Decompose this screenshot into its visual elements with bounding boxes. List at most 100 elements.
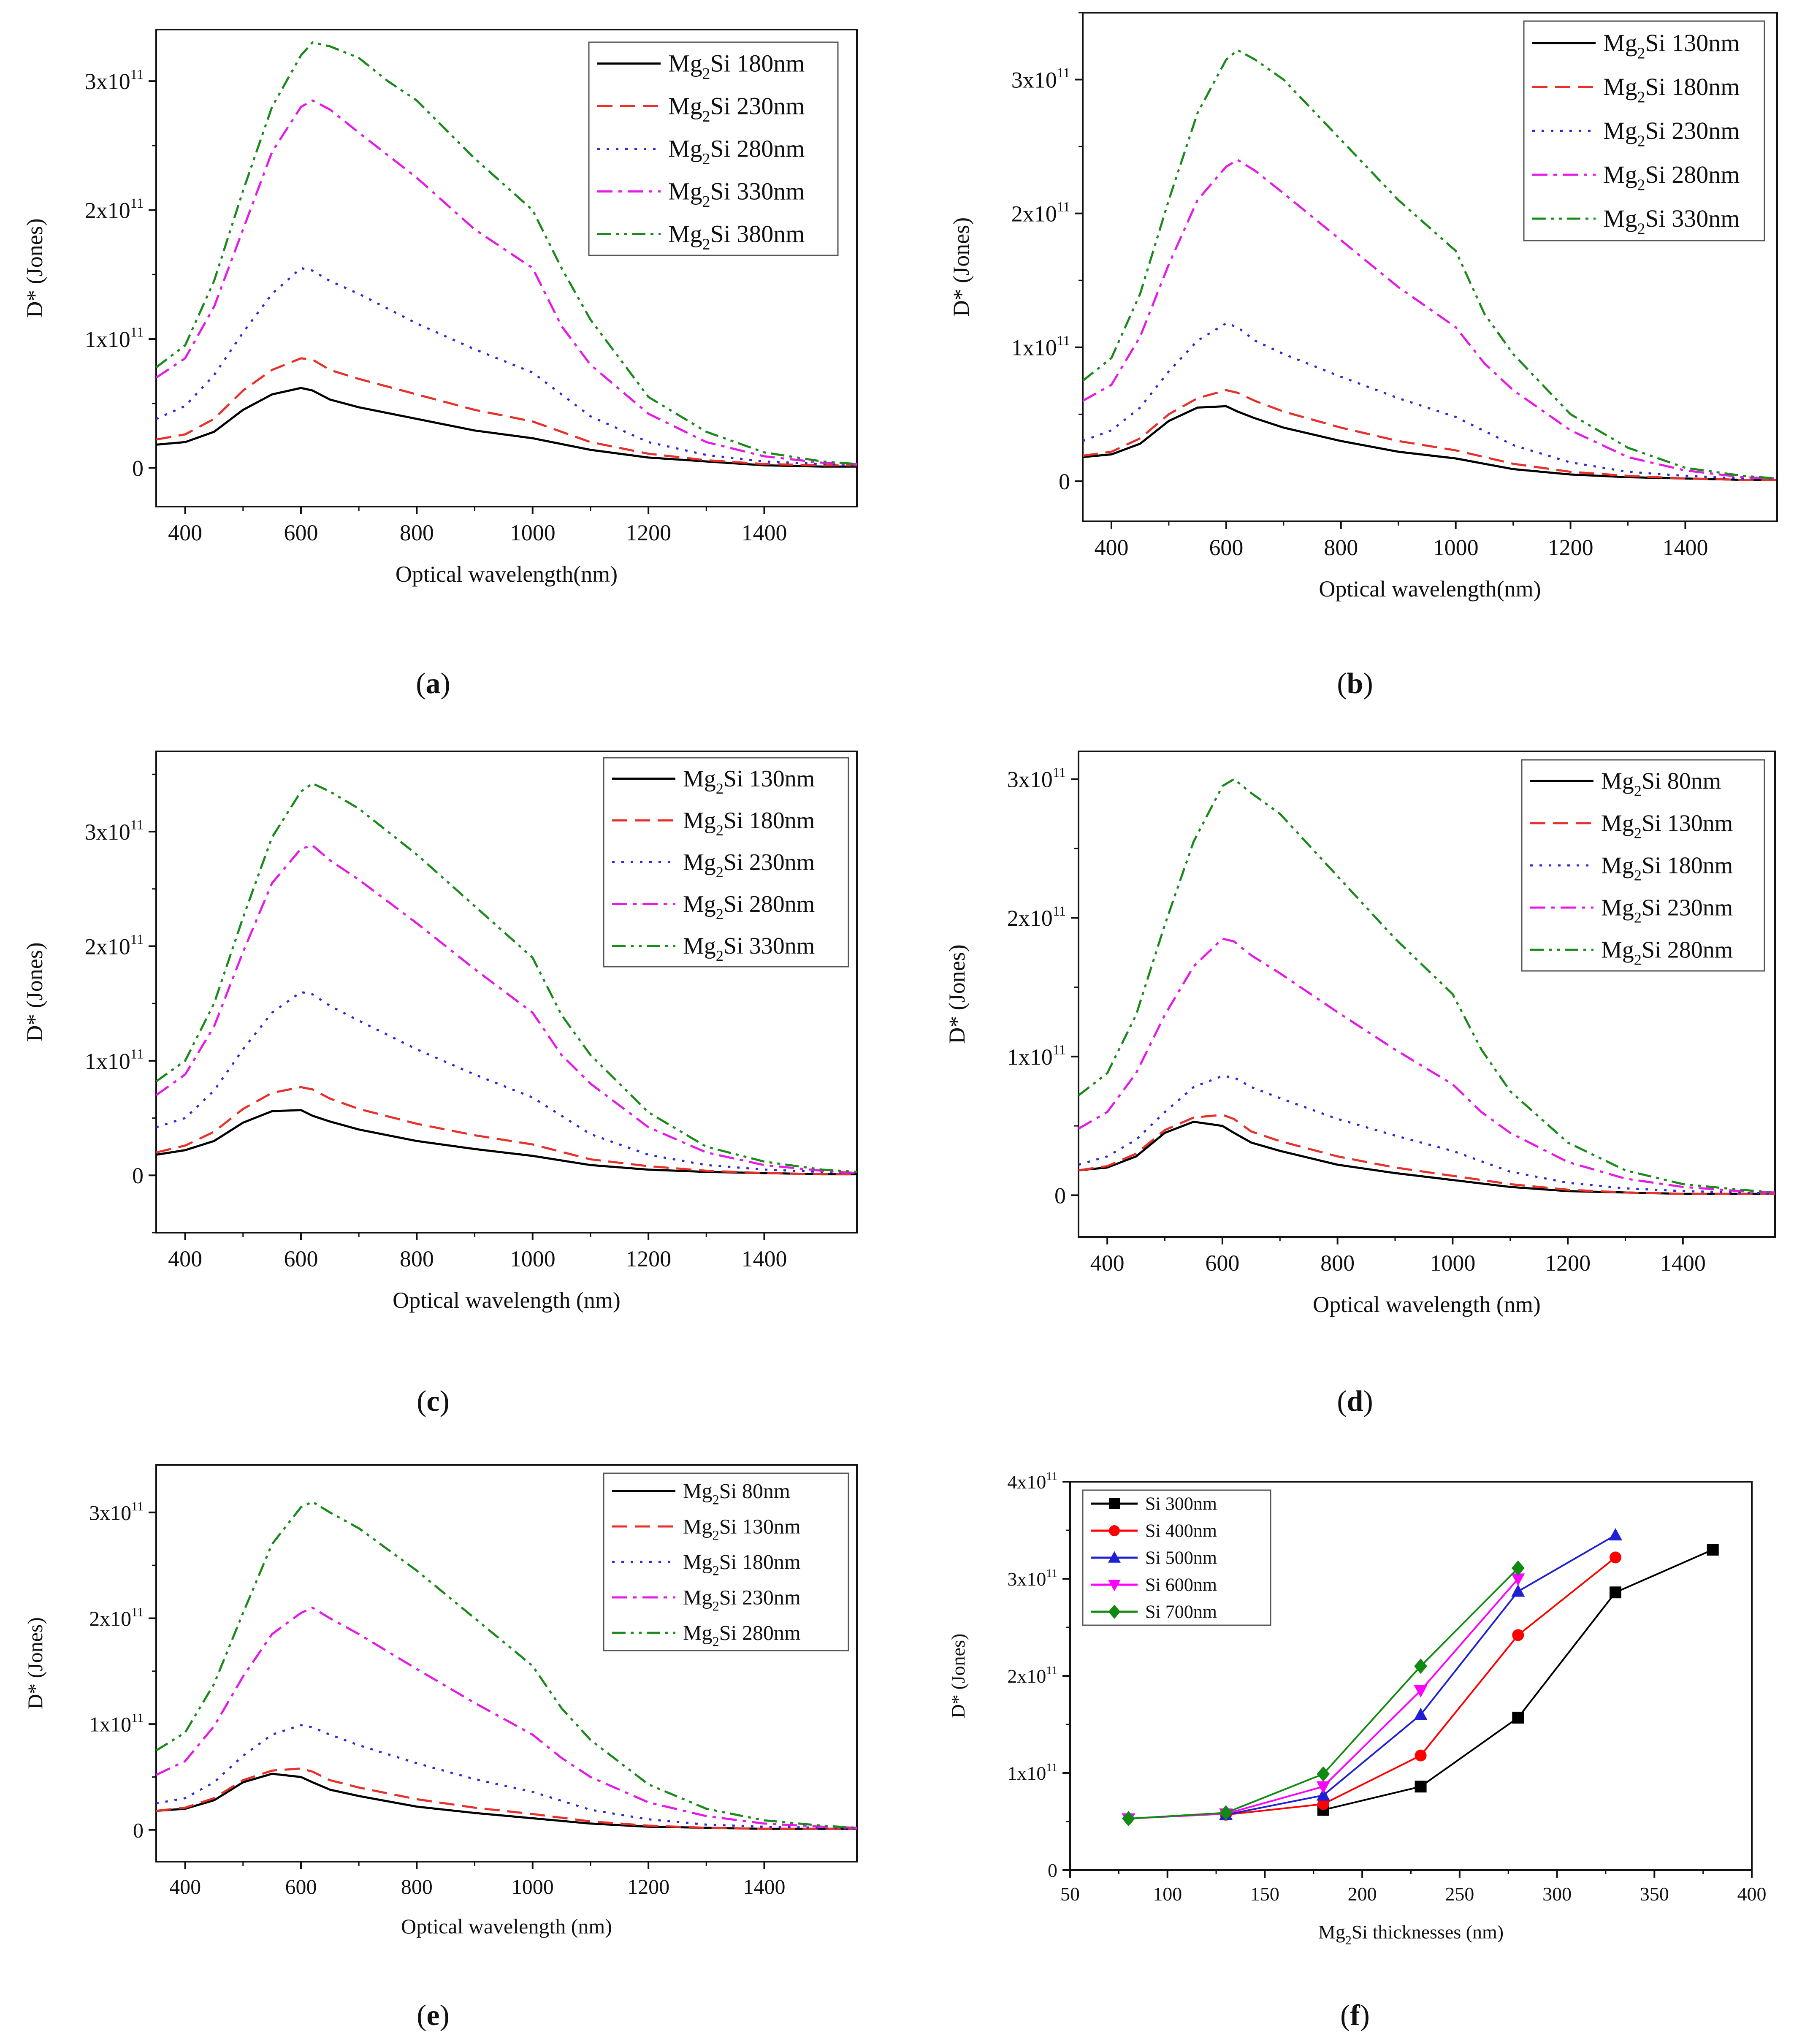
- data-point: [1512, 1711, 1524, 1724]
- data-point: [1610, 1586, 1621, 1599]
- series-line: [1082, 49, 1778, 480]
- series-line: [1082, 159, 1778, 480]
- x-tick-label: 800: [1324, 535, 1358, 560]
- legend-label: Mg2Si 230nm: [1601, 895, 1733, 926]
- x-tick-label: 1200: [626, 1246, 671, 1271]
- y-tick-label: 2x1011: [85, 196, 144, 223]
- legend-label: Mg2Si 180nm: [1603, 73, 1740, 106]
- legend-box: [603, 1472, 849, 1651]
- series-line: [155, 1501, 857, 1829]
- series-line: [156, 1086, 857, 1176]
- series-line: [156, 1767, 857, 1830]
- x-tick-label: 800: [401, 1875, 433, 1898]
- x-tick-label: 50: [1060, 1883, 1080, 1905]
- x-tick-label: 1200: [1548, 535, 1593, 560]
- caption-c: (c): [417, 1385, 450, 1418]
- data-point: [1414, 1708, 1428, 1720]
- x-tick-label: 1400: [743, 1875, 785, 1898]
- y-tick-label: 3x1011: [85, 67, 144, 94]
- x-tick-label: 600: [285, 1875, 317, 1898]
- data-point: [1109, 1525, 1120, 1536]
- legend-label: Mg2Si 230nm: [683, 1586, 801, 1614]
- x-tick-label: 400: [168, 520, 202, 545]
- legend-label: Si 400nm: [1145, 1521, 1217, 1541]
- y-tick-label: 2x1011: [1011, 199, 1070, 226]
- series-line: [1082, 389, 1777, 481]
- y-tick-label: 1x1011: [85, 1046, 144, 1074]
- legend-label: Si 500nm: [1145, 1548, 1217, 1568]
- x-tick-label: 200: [1348, 1883, 1377, 1905]
- data-point: [1108, 1551, 1121, 1563]
- x-tick-label: 600: [1209, 535, 1243, 560]
- data-point: [1512, 1629, 1524, 1641]
- series-line: [156, 1109, 857, 1176]
- legend-label: Mg2Si 130nm: [683, 1515, 801, 1543]
- x-tick-label: 600: [1205, 1250, 1239, 1276]
- x-tick-label: 800: [1320, 1250, 1355, 1276]
- y-tick-label: 0: [1054, 1183, 1066, 1208]
- legend-box: [588, 41, 839, 256]
- caption-d: (d): [1337, 1385, 1373, 1418]
- x-axis-label: Optical wavelength (nm): [393, 1288, 621, 1313]
- series-line: [155, 1606, 857, 1829]
- legend-box: [603, 757, 849, 968]
- legend-label: Si 600nm: [1145, 1575, 1217, 1595]
- x-tick-label: 1400: [1660, 1250, 1706, 1276]
- y-tick-label: 0: [133, 1818, 144, 1842]
- legend-label: Mg2Si 180nm: [668, 50, 805, 83]
- data-point: [1316, 1788, 1330, 1801]
- plot-frame: [1078, 751, 1776, 1238]
- x-tick-label: 1000: [512, 1875, 554, 1898]
- panel-b: 400 600 800 1000 1200 1400 0 1x1011 2x1011 3x1011…: [948, 12, 1778, 602]
- legend-label: Mg2Si 180nm: [683, 808, 815, 839]
- panel-d: 400 600 800 1000 1200 1400 0 1x1011 2x1011 3x1011…: [944, 751, 1776, 1317]
- y-tick-label: 1x1011: [1011, 333, 1070, 360]
- legend-label: Mg2Si 230nm: [1603, 117, 1740, 150]
- y-tick-label: 0: [1048, 1860, 1057, 1881]
- legend-label: Si 700nm: [1145, 1602, 1217, 1622]
- series-line: [1225, 1534, 1616, 1816]
- y-axis-label: D* (Jones): [23, 1617, 47, 1709]
- y-tick-label: 0: [132, 1163, 144, 1188]
- x-axis-label: Mg2Si thicknesses (nm): [1318, 1921, 1504, 1947]
- y-tick-label: 1x1011: [1007, 1042, 1066, 1069]
- x-tick-label: 1000: [1433, 535, 1479, 560]
- legend-label: Mg2Si 330nm: [683, 933, 815, 964]
- x-tick-label: 1400: [741, 520, 787, 545]
- x-tick-label: 800: [400, 1246, 434, 1271]
- legend-label: Mg2Si 230nm: [683, 849, 815, 881]
- data-point: [1122, 1811, 1135, 1827]
- legend-label: Mg2Si 180nm: [683, 1550, 801, 1579]
- legend-label: Mg2Si 280nm: [683, 891, 815, 922]
- y-axis-label: D* (Jones): [947, 1634, 969, 1719]
- x-tick-label: 600: [284, 520, 318, 545]
- x-tick-label: 250: [1445, 1883, 1474, 1905]
- data-point: [1415, 1781, 1427, 1793]
- data-point: [1707, 1544, 1719, 1556]
- series-line: [155, 844, 857, 1174]
- legend-label: Mg2Si 130nm: [1601, 810, 1733, 841]
- data-point: [1415, 1749, 1427, 1762]
- y-axis-label: D* (Jones): [948, 217, 974, 317]
- y-tick-label: 3x1011: [85, 818, 144, 845]
- x-tick-label: 600: [284, 1246, 318, 1271]
- panel-f: 50 100 150 200 250 300 350 400 0 1x1011 2x1011 3x10…: [947, 1469, 1767, 1947]
- data-point: [1610, 1551, 1621, 1564]
- x-tick-label: 1000: [510, 520, 556, 545]
- legend-label: Mg2Si 80nm: [683, 1479, 790, 1508]
- series-line: [155, 99, 857, 465]
- panel-c: 400 600 800 1000 1200 1400 0 1x1011 2x1011 3x1011…: [22, 751, 858, 1313]
- y-tick-label: 0: [132, 455, 144, 481]
- x-tick-label: 800: [400, 520, 434, 545]
- panel-a: 400 600 800 1000 1200 1400 0 1x1011 2x1011 3x1011…: [22, 29, 858, 587]
- legend-label: Mg2Si 80nm: [1601, 768, 1721, 799]
- legend-label: Si 300nm: [1145, 1494, 1217, 1514]
- x-tick-label: 100: [1153, 1883, 1182, 1905]
- x-axis-label: Optical wavelength(nm): [396, 561, 618, 587]
- legend-label: Mg2Si 330nm: [1603, 205, 1740, 238]
- plot-frame: [155, 751, 858, 1233]
- panel-e: 400 600 800 1000 1200 1400 0 1x1011 2x1011 3x1011…: [23, 1464, 858, 1938]
- x-tick-label: 400: [1090, 1250, 1125, 1276]
- caption-e: (e): [417, 1999, 450, 2032]
